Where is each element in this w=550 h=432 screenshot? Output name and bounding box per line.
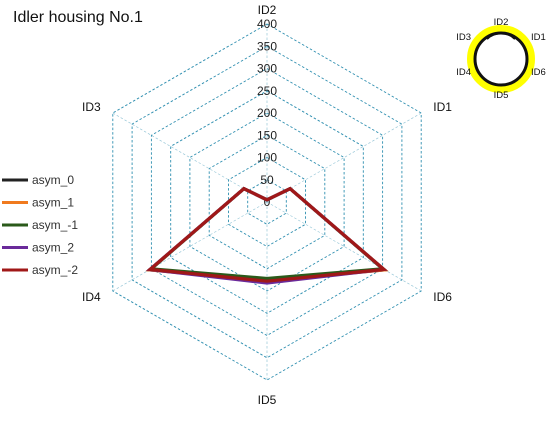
tick-label-300: 300 <box>257 62 277 76</box>
tick-label-100: 100 <box>257 151 277 165</box>
legend-label-asym-2: asym_2 <box>32 241 74 255</box>
tick-label-50: 50 <box>260 173 274 187</box>
axis-label-id4: ID4 <box>82 290 101 304</box>
tick-label-150: 150 <box>257 128 277 142</box>
tick-label-0: 0 <box>264 195 271 209</box>
grid-ring-300 <box>150 67 384 337</box>
inset-highlight-ring <box>467 25 535 93</box>
tick-label-400: 400 <box>257 17 277 31</box>
legend-label-asym--2: asym_-2 <box>32 263 78 277</box>
data-series <box>145 186 389 285</box>
axis-label-id1: ID1 <box>433 100 452 114</box>
grid-ring-200 <box>189 112 345 292</box>
grid-ring-350 <box>131 45 403 359</box>
series-asym--2 <box>146 186 388 283</box>
axis-label-id3: ID3 <box>82 100 101 114</box>
legend-label-asym--1: asym_-1 <box>32 218 78 232</box>
axis-labels: ID2 ID1 ID6 ID5 ID4 ID3 <box>82 3 452 407</box>
inset-label-id4: ID4 <box>456 67 471 78</box>
axis-label-id5: ID5 <box>258 393 277 407</box>
grid-ring-250 <box>170 90 364 314</box>
inset-rotation-arrow <box>486 32 516 40</box>
inset-label-id1: ID1 <box>531 32 546 43</box>
tick-label-350: 350 <box>257 39 277 53</box>
inset-label-id3: ID3 <box>456 32 471 43</box>
legend: asym_0 asym_1 asym_-1 asym_2 asym_-2 <box>2 173 78 277</box>
grid-ring-150 <box>208 134 326 270</box>
inset-bearing-ring <box>473 31 529 87</box>
radial-tick-labels: 0 50 100 150 200 250 300 350 400 <box>257 17 277 209</box>
axis-label-id6: ID6 <box>433 290 452 304</box>
legend-label-asym-0: asym_0 <box>32 173 74 187</box>
axis-label-id2: ID2 <box>258 3 277 17</box>
bearing-diagram-inset: ID2 ID1 ID6 ID5 ID4 ID3 <box>456 17 546 101</box>
grid-ring-100 <box>228 156 306 248</box>
tick-label-250: 250 <box>257 84 277 98</box>
radar-grid <box>112 23 422 381</box>
inset-label-id5: ID5 <box>494 90 509 101</box>
legend-label-asym-1: asym_1 <box>32 196 74 210</box>
tick-label-200: 200 <box>257 106 277 120</box>
chart-title: Idler housing No.1 <box>13 9 143 26</box>
inset-label-id6: ID6 <box>531 67 546 78</box>
inset-label-id2: ID2 <box>494 17 509 28</box>
